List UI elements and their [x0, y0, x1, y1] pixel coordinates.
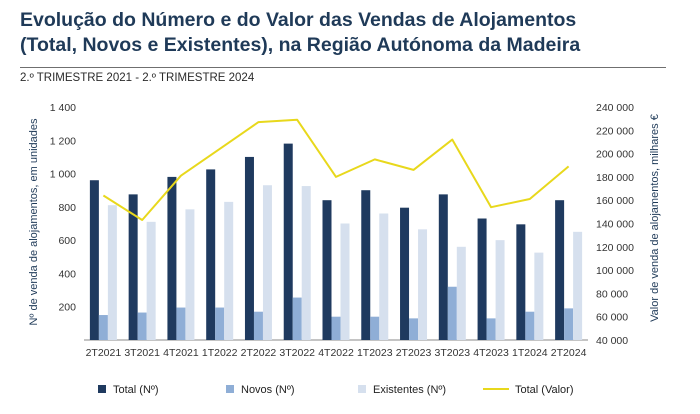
bar-total — [322, 200, 332, 340]
x-tick-label: 2T2023 — [396, 347, 432, 359]
bar-novos — [370, 316, 380, 340]
x-axis-categories: 2T2021 3T2021 4T2021 1T2022 2T2022 3T2022 4T20… — [86, 347, 587, 359]
bar-novos — [486, 318, 496, 340]
bar-total — [206, 169, 216, 340]
bar-novos — [98, 315, 108, 340]
legend-novos-swatch — [226, 385, 234, 393]
y-tick-label: 600 — [58, 235, 76, 247]
y-tick-label: 1 400 — [50, 102, 76, 114]
x-tick-label: 3T2021 — [124, 347, 160, 359]
x-tick-label: 2T2024 — [551, 347, 587, 359]
y2-tick-label: 60 000 — [596, 312, 628, 324]
legend: Total (Nº) Novos (Nº) Existentes (Nº) Total… — [98, 384, 573, 396]
bar-novos — [176, 307, 186, 340]
bar-novos — [447, 286, 457, 340]
legend-total-swatch — [98, 385, 106, 393]
x-tick-label: 1T2023 — [357, 347, 393, 359]
y2-tick-label: 80 000 — [596, 288, 628, 300]
bar-total — [128, 194, 138, 340]
y-axis-ticks: 200 400 600 800 1 000 1 200 1 400 — [50, 102, 76, 314]
bar-novos — [253, 311, 263, 340]
legend-valor-label: Total (Valor) — [515, 384, 573, 396]
y2-tick-label: 120 000 — [596, 242, 634, 254]
bar-total — [477, 218, 487, 340]
bar-existentes — [185, 209, 195, 340]
bar-total — [283, 143, 293, 340]
bar-total — [555, 200, 565, 340]
legend-existentes-swatch — [358, 385, 366, 393]
y2-tick-label: 180 000 — [596, 172, 634, 184]
bar-novos — [292, 297, 302, 340]
x-tick-label: 3T2023 — [434, 347, 470, 359]
y-axis-label: Nº de venda de alojamentos, em unidades — [28, 118, 40, 326]
bar-existentes — [379, 213, 389, 340]
bar-existentes — [146, 221, 156, 340]
x-tick-label: 1T2024 — [512, 347, 548, 359]
y2-tick-label: 100 000 — [596, 265, 634, 277]
bar-total — [361, 190, 371, 340]
line-total-valor — [102, 118, 570, 221]
bar-existentes — [340, 223, 350, 340]
chart-subtitle: 2.º TRIMESTRE 2021 - 2.º TRIMESTRE 2024 — [20, 72, 255, 84]
y2-tick-label: 140 000 — [596, 219, 634, 231]
y2-tick-label: 160 000 — [596, 195, 634, 207]
bar-existentes — [224, 201, 234, 340]
bar-novos — [331, 316, 341, 340]
chart-title-line2: (Total, Novos e Existentes), na Região A… — [20, 34, 581, 56]
legend-novos-label: Novos (Nº) — [241, 384, 295, 396]
bar-total — [516, 224, 526, 340]
legend-total-label: Total (Nº) — [113, 384, 159, 396]
title-divider — [20, 67, 666, 68]
y2-tick-label: 220 000 — [596, 125, 634, 137]
bar-novos — [525, 311, 535, 340]
bar-novos — [215, 307, 225, 340]
bar-existentes — [456, 246, 466, 340]
bar-total — [438, 194, 448, 340]
bar-novos — [564, 308, 574, 340]
x-tick-label: 2T2022 — [241, 347, 277, 359]
bar-novos — [137, 312, 147, 340]
y-tick-label: 200 — [58, 302, 76, 314]
bar-total — [89, 180, 99, 340]
y-tick-label: 800 — [58, 202, 76, 214]
y2-tick-label: 40 000 — [596, 335, 628, 347]
x-tick-label: 1T2022 — [202, 347, 238, 359]
chart-title-line1: Evolução do Número e do Valor das Vendas… — [20, 9, 577, 31]
bars-layer — [89, 143, 583, 340]
chart-title: Evolução do Número e do Valor das Vendas… — [20, 8, 680, 58]
bar-existentes — [262, 185, 272, 340]
bar-existentes — [418, 229, 428, 340]
y2-axis-ticks: 40 000 60 000 80 000 100 000 120 000 140 000 1… — [596, 102, 634, 347]
bar-existentes — [573, 231, 583, 340]
y-tick-label: 1 200 — [50, 135, 76, 147]
line-layer — [102, 118, 570, 221]
y2-tick-label: 240 000 — [596, 102, 634, 114]
y-tick-label: 400 — [58, 268, 76, 280]
bar-novos — [409, 318, 419, 340]
bar-total — [167, 176, 177, 340]
bar-total — [400, 207, 410, 340]
bar-existentes — [495, 240, 505, 340]
x-tick-label: 4T2023 — [473, 347, 509, 359]
legend-existentes-label: Existentes (Nº) — [373, 384, 446, 396]
bar-existentes — [301, 186, 311, 340]
x-tick-label: 3T2022 — [279, 347, 315, 359]
x-tick-label: 2T2021 — [86, 347, 122, 359]
y2-axis-label: Valor de venda de alojamentos, milhares … — [649, 114, 661, 322]
y-tick-label: 1 000 — [50, 169, 76, 181]
x-tick-label: 4T2022 — [318, 347, 354, 359]
bar-total — [244, 156, 254, 340]
bar-existentes — [107, 205, 117, 340]
x-tick-label: 4T2021 — [163, 347, 199, 359]
bar-existentes — [534, 252, 544, 340]
y2-tick-label: 200 000 — [596, 149, 634, 161]
